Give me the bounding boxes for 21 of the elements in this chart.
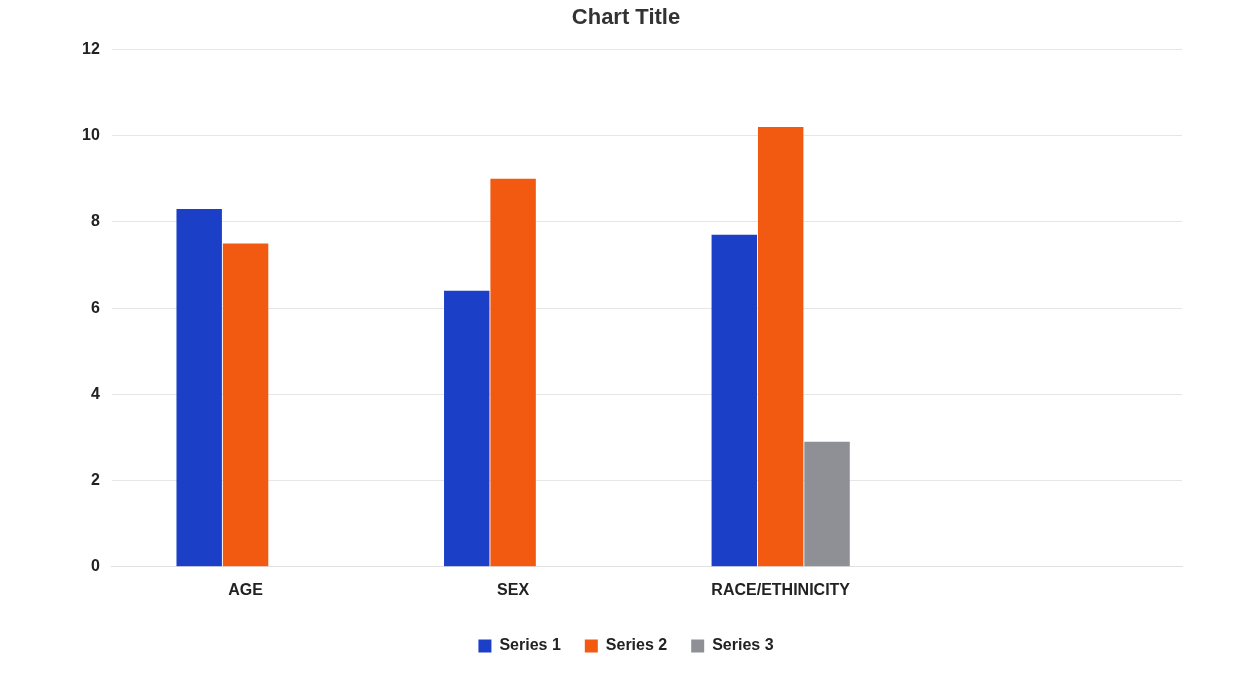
chart-title: Chart Title — [571, 4, 681, 30]
y-tick-label: 10 — [82, 126, 100, 144]
bar — [757, 127, 804, 567]
legend-label: Series 2 — [605, 636, 668, 654]
y-tick-label: 8 — [90, 212, 100, 230]
x-tick-label: SEX — [497, 580, 530, 598]
bar — [804, 441, 850, 567]
x-tick-label: AGE — [228, 580, 264, 598]
bar — [711, 234, 758, 567]
bar — [176, 208, 222, 567]
y-tick-label: 2 — [90, 470, 100, 488]
bar — [444, 290, 490, 567]
y-tick-label: 0 — [90, 557, 100, 575]
legend-label: Series 3 — [712, 636, 774, 654]
y-tick-label: 4 — [90, 384, 100, 402]
x-tick-label: RACE/ETHINICITY — [711, 580, 851, 598]
y-tick-label: 6 — [90, 298, 100, 316]
bar — [222, 243, 269, 567]
bar — [490, 178, 536, 567]
legend-label: Series 1 — [499, 636, 561, 654]
y-tick-label: 12 — [82, 39, 100, 57]
